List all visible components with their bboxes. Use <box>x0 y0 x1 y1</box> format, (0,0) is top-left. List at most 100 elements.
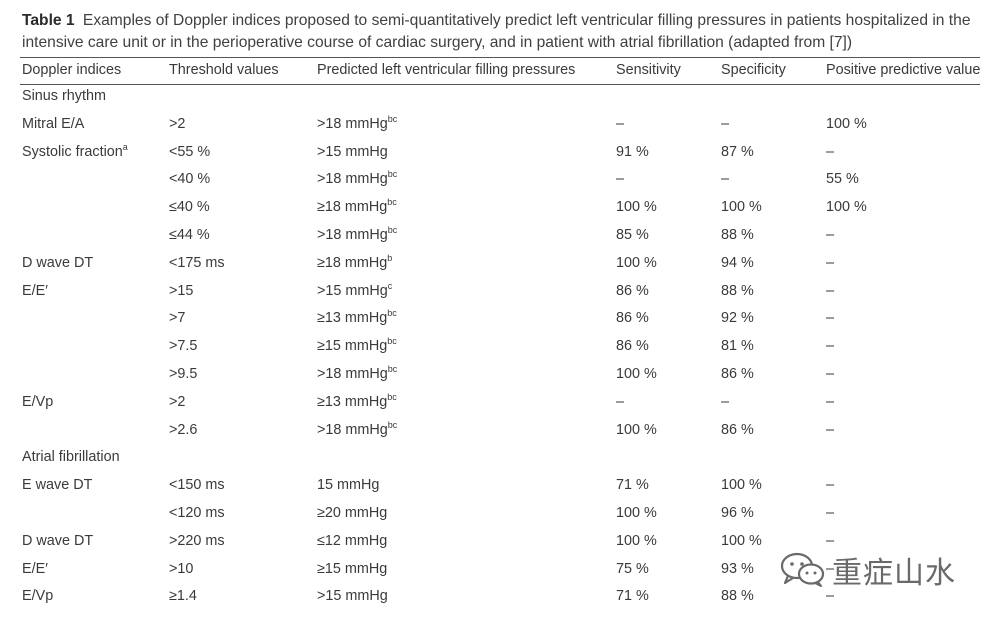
table-caption: Table 1 Examples of Doppler indices prop… <box>22 10 987 54</box>
cell-doppler-index: E/Vp <box>22 588 53 604</box>
cell-sensitivity: 71 % <box>616 477 649 493</box>
table-row: E/E′ >10 ≥15 mmHg 75 % 93 % – <box>0 561 1001 585</box>
cell-predicted-pressure: ≥15 mmHg <box>317 561 387 577</box>
cell-predicted-pressure-text: >18 mmHg <box>317 227 388 243</box>
footnote-marker: bc <box>387 364 398 374</box>
cell-predicted-pressure-text: >18 mmHg <box>317 366 388 382</box>
section-title: Atrial fibrillation <box>22 449 120 466</box>
cell-threshold: >2 <box>169 116 185 132</box>
cell-ppv-text: – <box>826 254 835 271</box>
cell-sensitivity: 100 % <box>616 366 657 382</box>
cell-specificity-text: 94 % <box>721 254 754 271</box>
cell-sensitivity-text: 100 % <box>616 366 657 382</box>
cell-predicted-pressure-text: 15 mmHg <box>317 477 380 494</box>
cell-sensitivity: 85 % <box>616 227 649 243</box>
cell-specificity: 100 % <box>721 199 762 215</box>
cell-ppv: – <box>826 227 834 243</box>
cell-sensitivity: 91 % <box>616 144 649 160</box>
cell-ppv-text: – <box>826 338 835 355</box>
table-row: E wave DT <150 ms 15 mmHg 71 % 100 % – <box>0 477 1001 501</box>
wechat-icon <box>780 552 825 587</box>
table-row: >9.5 >18 mmHgbc 100 % 86 % – <box>0 364 1001 390</box>
cell-predicted-pressure-text: >15 mmHg <box>317 588 388 605</box>
cell-predicted-pressure-text: ≤12 mmHg <box>317 532 388 549</box>
cell-doppler-index: E wave DT <box>22 477 92 493</box>
cell-doppler-index: D wave DT <box>22 533 93 549</box>
section-row: Atrial fibrillation <box>0 449 1001 473</box>
cell-threshold: >15 <box>169 283 193 299</box>
cell-doppler-index: E/E′ <box>22 283 48 299</box>
cell-ppv: – <box>826 394 834 410</box>
cell-specificity-text: 100 % <box>721 199 762 216</box>
cell-sensitivity-text: – <box>616 171 625 188</box>
header-threshold-values: Threshold values <box>169 62 279 78</box>
cell-threshold-text: >10 <box>169 560 194 577</box>
cell-threshold: ≥1.4 <box>169 588 197 604</box>
cell-threshold: >7 <box>169 310 185 326</box>
cell-specificity: – <box>721 116 729 132</box>
cell-sensitivity-text: 86 % <box>616 338 649 355</box>
section-title: Sinus rhythm <box>22 88 106 104</box>
cell-sensitivity: 75 % <box>616 561 649 577</box>
footnote-marker: c <box>387 280 393 291</box>
cell-sensitivity: 71 % <box>616 588 649 604</box>
cell-specificity: – <box>721 171 729 187</box>
cell-doppler-index-text: D wave DT <box>22 254 94 271</box>
cell-specificity: 96 % <box>721 505 754 521</box>
cell-ppv: 100 % <box>826 116 867 132</box>
cell-doppler-index-text: E/E′ <box>22 282 48 299</box>
header-rule <box>20 84 980 85</box>
cell-threshold-text: <55 % <box>169 143 211 160</box>
cell-sensitivity-text: 100 % <box>616 199 657 216</box>
cell-predicted-pressure: >18 mmHgbc <box>317 170 397 188</box>
header-sensitivity: Sensitivity <box>616 62 681 78</box>
cell-doppler-index-text: E/E′ <box>22 560 48 577</box>
footnote-marker: bc <box>387 225 398 235</box>
cell-specificity: 88 % <box>721 588 754 604</box>
cell-sensitivity: – <box>616 394 624 410</box>
cell-predicted-pressure-text: >15 mmHg <box>317 143 388 160</box>
cell-specificity-text: – <box>721 171 730 188</box>
cell-doppler-index-text: D wave DT <box>22 532 94 549</box>
cell-ppv-text: – <box>826 393 835 410</box>
cell-specificity: 88 % <box>721 227 754 243</box>
table-row: E/Vp >2 ≥13 mmHgbc – – – <box>0 392 1001 418</box>
footnote-marker: bc <box>387 197 397 208</box>
cell-ppv-text: – <box>826 421 835 438</box>
cell-threshold: >7.5 <box>169 338 197 354</box>
cell-specificity-text: 88 % <box>721 227 754 243</box>
cell-threshold: <40 % <box>169 171 210 187</box>
cell-specificity: 94 % <box>721 255 754 271</box>
cell-sensitivity-text: 100 % <box>616 421 657 438</box>
cell-specificity-text: 100 % <box>721 532 762 549</box>
cell-threshold: >10 <box>169 561 193 577</box>
cell-ppv: – <box>826 144 834 160</box>
footnote-marker: b <box>387 252 393 263</box>
cell-threshold-text: <40 % <box>169 171 211 188</box>
cell-threshold: <175 ms <box>169 255 225 271</box>
cell-ppv-text: – <box>826 143 835 160</box>
cell-ppv-text: 55 % <box>826 171 859 188</box>
cell-ppv-text: – <box>826 310 835 327</box>
cell-threshold-text: <150 ms <box>169 477 225 494</box>
cell-specificity-text: – <box>721 393 730 410</box>
cell-predicted-pressure: ≥13 mmHgbc <box>317 392 397 410</box>
cell-ppv: – <box>826 588 834 604</box>
cell-predicted-pressure: ≥18 mmHgbc <box>317 197 397 216</box>
cell-threshold: >2 <box>169 394 185 410</box>
cell-ppv: – <box>826 505 834 521</box>
table-row: >2.6 >18 mmHgbc 100 % 86 % – <box>0 420 1001 446</box>
cell-ppv: – <box>826 366 834 382</box>
cell-specificity-text: 88 % <box>721 588 754 605</box>
cell-threshold: ≤40 % <box>169 199 210 215</box>
footnote-marker: a <box>122 141 128 152</box>
cell-doppler-index: D wave DT <box>22 255 93 271</box>
table-row: ≤40 % ≥18 mmHgbc 100 % 100 % 100 % <box>0 197 1001 223</box>
cell-sensitivity-text: 71 % <box>616 588 649 605</box>
cell-sensitivity: 100 % <box>616 533 657 549</box>
cell-specificity-text: 87 % <box>721 143 754 160</box>
header-doppler-indices: Doppler indices <box>22 62 122 78</box>
cell-threshold-text: >2 <box>169 115 186 132</box>
cell-threshold: >9.5 <box>169 366 197 382</box>
cell-predicted-pressure: ≥15 mmHgbc <box>317 337 397 355</box>
